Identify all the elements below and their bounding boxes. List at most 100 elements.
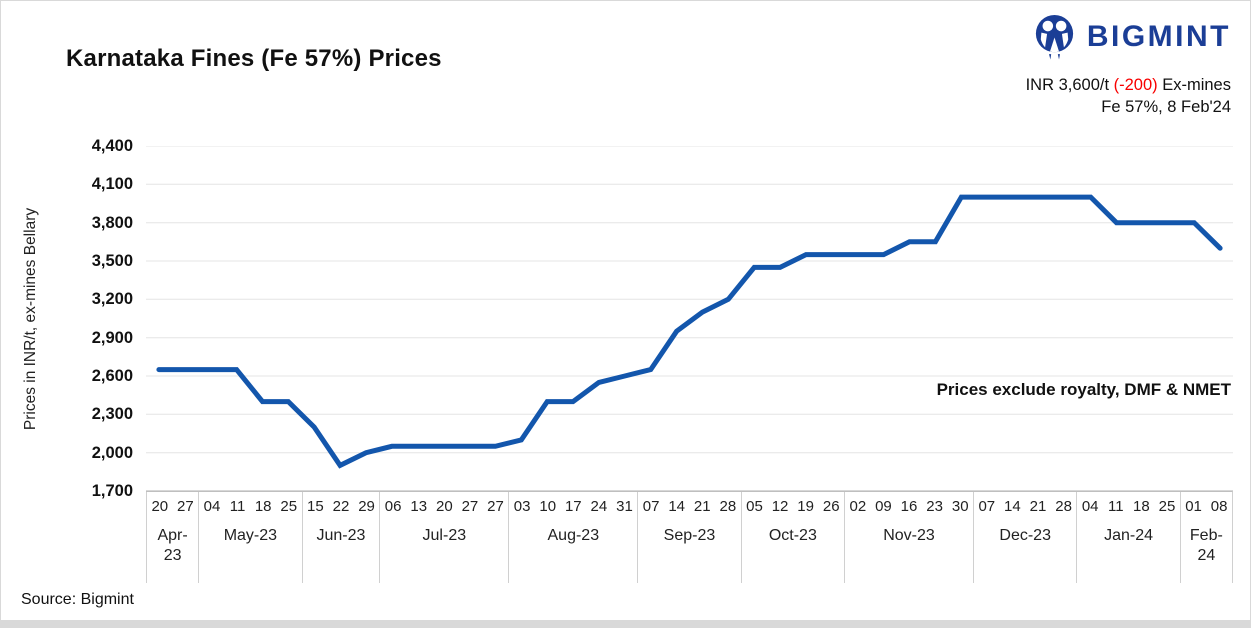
price-series-line <box>156 194 1223 469</box>
price-value: INR 3,600/t <box>1025 76 1114 94</box>
week-tick-label: 22 <box>332 498 350 515</box>
week-tick-label: 25 <box>280 498 298 515</box>
month-group: 02 09 16 23 30 Nov-23 <box>844 492 973 583</box>
month-label: Feb-24 <box>1189 527 1223 564</box>
week-tick-label: 04 <box>203 498 221 515</box>
bottom-divider-bar <box>1 620 1250 627</box>
price-line: INR 3,600/t (-200) Ex-mines <box>1026 74 1231 96</box>
month-label: Nov-23 <box>883 527 935 544</box>
month-label: Jan-24 <box>1104 527 1154 544</box>
price-basis: Ex-mines <box>1157 76 1231 94</box>
week-tick-label: 06 <box>384 498 402 515</box>
week-tick-label: 20 <box>435 498 453 515</box>
week-tick-label: 18 <box>1133 498 1150 515</box>
y-tick-label: 4,100 <box>91 175 133 194</box>
month-group: 07 14 21 28 Sep-23 <box>637 492 740 583</box>
price-change: (-200) <box>1113 76 1158 94</box>
month-group: 07 14 21 28 Dec-23 <box>973 492 1076 583</box>
week-tick-label: 31 <box>616 498 633 515</box>
month-group: 05 12 19 26 Oct-23 <box>740 492 844 583</box>
week-tick-label: 14 <box>1004 498 1021 515</box>
week-tick-label: 23 <box>926 498 943 515</box>
week-tick-row: 01 08 <box>1181 492 1232 517</box>
y-tick-label: 3,200 <box>91 290 133 309</box>
month-label: Aug-23 <box>547 527 600 544</box>
bigmint-logo-icon <box>1035 14 1073 60</box>
month-group: 04 11 18 25 May-23 <box>198 492 301 583</box>
brand-wordmark: BIGMINT <box>1086 20 1231 53</box>
week-tick-label: 21 <box>693 498 711 515</box>
y-tick-label: 2,300 <box>91 405 133 424</box>
week-tick-row: 02 09 16 23 30 <box>845 492 973 517</box>
week-tick-label: 13 <box>410 498 428 515</box>
y-tick-label: 3,800 <box>91 213 133 232</box>
price-grade-date: Fe 57%, 8 Feb'24 <box>1101 98 1231 116</box>
y-tick-label: 4,400 <box>91 137 133 155</box>
month-group: 15 22 29 Jun-23 <box>301 492 380 583</box>
week-tick-label: 15 <box>307 498 324 515</box>
x-axis: 20 27 Apr-23 04 11 18 25 May-23 15 22 29 Jun-23 06 13… <box>146 491 1233 583</box>
month-label: May-23 <box>223 527 278 544</box>
week-tick-label: 28 <box>719 498 737 515</box>
month-group: 20 27 Apr-23 <box>146 492 198 583</box>
week-tick-row: 04 11 18 25 <box>1077 492 1179 517</box>
plot-area <box>146 146 1233 491</box>
y-tick-label: 2,000 <box>91 443 133 462</box>
y-tick-label: 1,700 <box>91 482 133 500</box>
week-tick-label: 08 <box>1210 498 1228 515</box>
month-label: Jun-23 <box>316 527 366 544</box>
month-label: Jul-23 <box>422 527 467 544</box>
source-note: Source: Bigmint <box>21 591 134 608</box>
week-tick-label: 17 <box>564 498 582 515</box>
week-tick-label: 07 <box>642 498 660 515</box>
week-tick-label: 27 <box>487 498 504 515</box>
month-label: Oct-23 <box>768 527 817 544</box>
week-tick-row: 06 13 20 27 27 <box>380 492 508 517</box>
y-tick-label: 2,600 <box>91 367 133 385</box>
month-group: 04 11 18 25 Jan-24 <box>1076 492 1179 583</box>
week-tick-row: 05 12 19 26 <box>742 492 844 517</box>
week-tick-label: 05 <box>746 498 763 515</box>
month-label: Apr-23 <box>157 527 188 564</box>
page-title: Karnataka Fines (Fe 57%) Prices <box>66 45 442 72</box>
week-tick-label: 07 <box>978 498 996 515</box>
week-tick-label: 03 <box>513 498 531 515</box>
week-tick-row: 15 22 29 <box>303 492 380 517</box>
week-tick-label: 11 <box>1107 498 1124 515</box>
week-tick-label: 10 <box>539 498 557 515</box>
month-label: Sep-23 <box>663 527 716 544</box>
week-tick-row: 03 10 17 24 31 <box>509 492 637 517</box>
week-tick-label: 11 <box>229 498 246 515</box>
week-tick-label: 01 <box>1185 498 1202 515</box>
week-tick-label: 28 <box>1055 498 1072 515</box>
week-tick-label: 26 <box>822 498 840 515</box>
week-tick-label: 02 <box>849 498 867 515</box>
month-group: 03 10 17 24 31 Aug-23 <box>508 492 637 583</box>
month-label: Dec-23 <box>999 527 1051 544</box>
week-tick-label: 18 <box>254 498 272 515</box>
week-tick-label: 24 <box>590 498 608 515</box>
week-tick-label: 29 <box>358 498 375 515</box>
week-tick-label: 09 <box>875 498 892 515</box>
week-tick-label: 14 <box>668 498 686 515</box>
week-tick-label: 27 <box>461 498 479 515</box>
week-tick-label: 12 <box>771 498 789 515</box>
week-tick-label: 25 <box>1158 498 1176 515</box>
month-group: 01 08 Feb-24 <box>1179 492 1232 583</box>
week-tick-row: 07 14 21 28 <box>638 492 740 517</box>
week-tick-label: 27 <box>177 498 194 515</box>
week-tick-label: 04 <box>1081 498 1099 515</box>
chart-annotation: Prices exclude royalty, DMF & NMET <box>936 380 1231 399</box>
week-tick-label: 30 <box>951 498 969 515</box>
week-tick-row: 04 11 18 25 <box>199 492 301 517</box>
brand-logo: BIGMINT <box>1031 12 1231 62</box>
week-tick-label: 19 <box>797 498 814 515</box>
y-axis-tick-labels: 4,400 4,100 3,800 3,500 3,200 2,900 2,600 2,300… <box>1 137 133 500</box>
week-tick-label: 21 <box>1029 498 1047 515</box>
month-group: 06 13 20 27 27 Jul-23 <box>379 492 508 583</box>
week-tick-label: 20 <box>151 498 169 515</box>
y-tick-label: 2,900 <box>91 328 133 347</box>
week-tick-label: 16 <box>900 498 918 515</box>
week-tick-row: 20 27 <box>147 492 198 517</box>
